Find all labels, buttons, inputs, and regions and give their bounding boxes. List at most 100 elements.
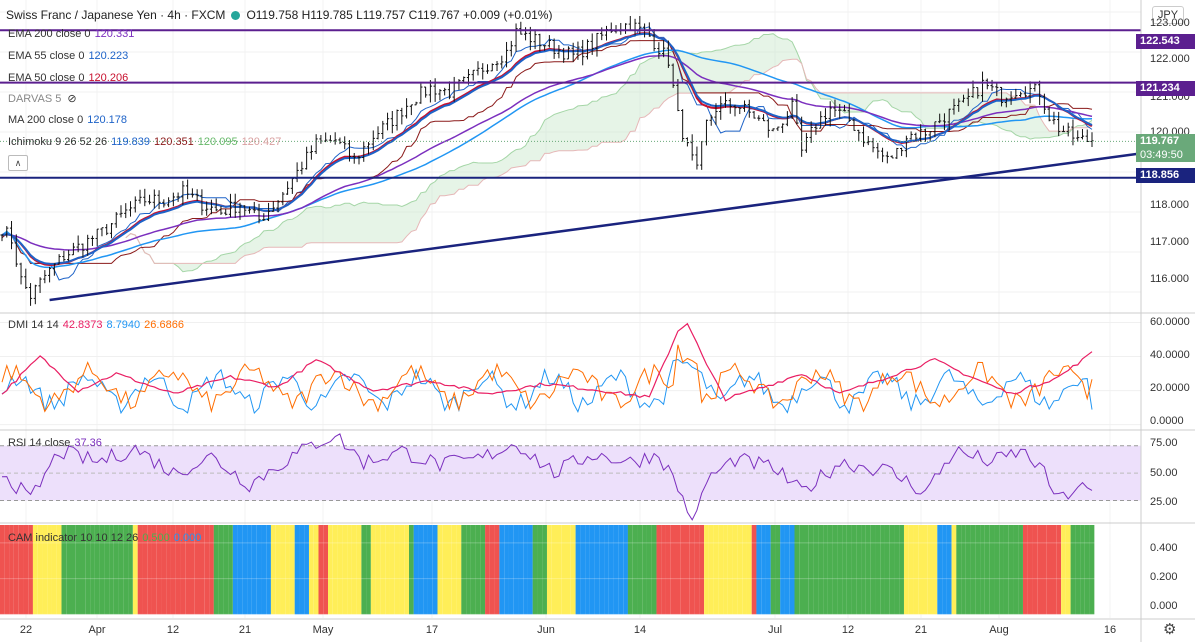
cam-bar (1075, 525, 1081, 615)
cam-bar (42, 525, 48, 615)
cam-bar (175, 525, 181, 615)
cam-bar (389, 525, 395, 615)
time-tick: 21 (238, 624, 252, 636)
dmi-tick: 20.0000 (1150, 382, 1190, 394)
cam-bar (865, 525, 871, 615)
cam-bar (513, 525, 519, 615)
legend-ema200[interactable]: EMA 200 close 0 120.331 (8, 28, 135, 40)
cam-bar (85, 525, 91, 615)
legend-darvas[interactable]: DARVAS 5 ⊘ (8, 93, 77, 105)
cam-bar (23, 525, 29, 615)
cam-bar (1051, 525, 1057, 615)
cam-bar (251, 525, 257, 615)
cam-bar (566, 525, 571, 615)
legend-ma200[interactable]: MA 200 close 0 120.178 (8, 114, 127, 126)
cam-bar (151, 525, 157, 615)
cam-bar (290, 525, 295, 615)
cam-bar (523, 525, 528, 615)
currency-button[interactable]: JPY (1152, 6, 1184, 24)
cam-bar (109, 525, 114, 615)
cam-bar (385, 525, 390, 615)
cam-bar (818, 525, 824, 615)
cam-bar (299, 525, 305, 615)
cam-bar (789, 525, 795, 615)
cam-bar (61, 525, 67, 615)
ma200-value: 120.178 (87, 114, 127, 126)
cam-bar (780, 525, 785, 615)
cam-bar (128, 525, 133, 615)
cam-bar (861, 525, 866, 615)
cam-bar (951, 525, 957, 615)
cam-bar (370, 525, 376, 615)
cam-bar (285, 525, 290, 615)
legend-cam[interactable]: CAM indicator 10 10 12 26 0.500 0.000 (8, 532, 202, 544)
cam-bar (356, 525, 362, 615)
cam-bar (294, 525, 300, 615)
cam-bar (318, 525, 324, 615)
cam-bar (71, 525, 76, 615)
moving-averages (1, 26, 1093, 281)
price-tick: 122.000 (1150, 53, 1190, 65)
cam-bar (799, 525, 805, 615)
collapse-legend-button[interactable]: ∧ (8, 155, 28, 171)
cam-bar (528, 525, 533, 615)
market-open-icon (231, 11, 241, 20)
cam-bar (542, 525, 547, 615)
cam-bar (556, 525, 562, 615)
hidden-eye-icon[interactable]: ⊘ (67, 93, 77, 105)
cam-bar (228, 525, 233, 615)
cam-bar (99, 525, 105, 615)
price-tick: 116.000 (1150, 273, 1189, 285)
cam-bar (1061, 525, 1066, 615)
time-tick: 21 (914, 624, 928, 636)
cam-bar (999, 525, 1004, 615)
cam-bar (837, 525, 843, 615)
cam-bar (1065, 525, 1071, 615)
cam-bar (480, 525, 486, 615)
cam-bar (884, 525, 890, 615)
cam-bar (899, 525, 904, 615)
cam-bar (432, 525, 438, 615)
time-tick: 17 (425, 624, 439, 636)
cam-bar (185, 525, 191, 615)
legend-dmi[interactable]: DMI 14 14 42.8373 8.7940 26.6866 (8, 319, 184, 331)
cam-bar (13, 525, 19, 615)
cam-bar (309, 525, 314, 615)
cam-bar (608, 525, 614, 615)
dmi-pane (0, 322, 1141, 426)
cam-bar (375, 525, 381, 615)
cam-bar (80, 525, 86, 615)
cam-bar (794, 525, 800, 615)
cam-bar (656, 525, 662, 615)
price-tick: 123.000 (1150, 17, 1190, 29)
gear-icon[interactable]: ⚙ (1163, 621, 1177, 638)
cam-bar (842, 525, 847, 615)
cam-bar (104, 525, 110, 615)
cam-bar (575, 525, 581, 615)
cam-bar (1056, 525, 1062, 615)
cam-tick: 0.400 (1150, 542, 1178, 554)
legend-rsi[interactable]: RSI 14 close 37.36 (8, 437, 102, 449)
dmi-tick: 60.0000 (1150, 316, 1190, 328)
cam-bar (256, 525, 262, 615)
cam-bar (37, 525, 43, 615)
cam-bar (613, 525, 619, 615)
time-tick: 14 (633, 624, 647, 636)
cam-bar (275, 525, 281, 615)
cam-bar (965, 525, 971, 615)
cam-bar (618, 525, 624, 615)
legend-ema50[interactable]: EMA 50 close 0 120.206 (8, 72, 129, 84)
cam-bar (694, 525, 700, 615)
adx-line (1, 322, 1093, 402)
cam-bar (489, 525, 495, 615)
cam-bar (708, 525, 714, 615)
trendline (49, 152, 1142, 302)
legend-ema55[interactable]: EMA 55 close 0 120.223 (8, 50, 129, 62)
legend-ichimoku[interactable]: Ichimoku 9 26 52 26 119.839 120.351 120.095… (8, 136, 282, 148)
cam-bar (570, 525, 576, 615)
cam-bar (332, 525, 338, 615)
cam-bar (756, 525, 762, 615)
time-tick: Jun (537, 624, 555, 636)
cam-bar (680, 525, 686, 615)
